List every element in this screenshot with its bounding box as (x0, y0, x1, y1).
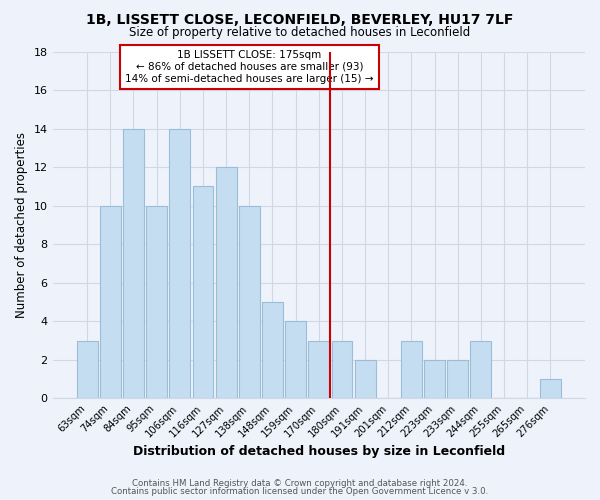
Bar (285, 322, 306, 398)
Bar (146, 206, 167, 398)
Bar (401, 340, 422, 398)
Bar (332, 340, 352, 398)
Bar (424, 360, 445, 399)
Bar (262, 302, 283, 398)
Bar (123, 128, 144, 398)
Bar (470, 340, 491, 398)
Bar (169, 128, 190, 398)
Text: Contains HM Land Registry data © Crown copyright and database right 2024.: Contains HM Land Registry data © Crown c… (132, 478, 468, 488)
Text: 1B, LISSETT CLOSE, LECONFIELD, BEVERLEY, HU17 7LF: 1B, LISSETT CLOSE, LECONFIELD, BEVERLEY,… (86, 12, 514, 26)
Text: 1B LISSETT CLOSE: 175sqm
← 86% of detached houses are smaller (93)
14% of semi-d: 1B LISSETT CLOSE: 175sqm ← 86% of detach… (125, 50, 374, 84)
Text: Contains public sector information licensed under the Open Government Licence v : Contains public sector information licen… (112, 487, 488, 496)
Bar (448, 360, 468, 399)
Bar (100, 206, 121, 398)
X-axis label: Distribution of detached houses by size in Leconfield: Distribution of detached houses by size … (133, 444, 505, 458)
Bar (540, 379, 561, 398)
Bar (193, 186, 214, 398)
Text: Size of property relative to detached houses in Leconfield: Size of property relative to detached ho… (130, 26, 470, 39)
Bar (308, 340, 329, 398)
Bar (77, 340, 98, 398)
Y-axis label: Number of detached properties: Number of detached properties (15, 132, 28, 318)
Bar (355, 360, 376, 399)
Bar (216, 167, 236, 398)
Bar (239, 206, 260, 398)
